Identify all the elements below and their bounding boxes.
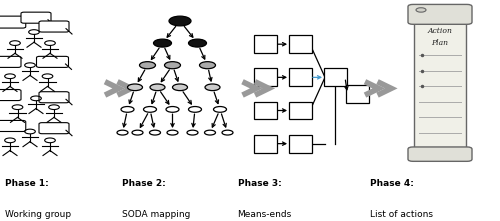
FancyBboxPatch shape	[254, 102, 276, 119]
Text: Working group: Working group	[5, 210, 71, 219]
Circle shape	[200, 62, 216, 69]
Text: Plan: Plan	[432, 39, 448, 47]
Text: Phase 4:: Phase 4:	[370, 179, 414, 188]
FancyBboxPatch shape	[324, 68, 346, 86]
Text: Action: Action	[428, 27, 452, 35]
FancyBboxPatch shape	[288, 102, 312, 119]
Circle shape	[214, 107, 226, 112]
FancyBboxPatch shape	[39, 92, 69, 103]
FancyBboxPatch shape	[414, 11, 466, 155]
Circle shape	[154, 39, 172, 47]
Text: Phase 3:: Phase 3:	[238, 179, 281, 188]
FancyBboxPatch shape	[0, 56, 21, 67]
Text: List of actions: List of actions	[370, 210, 433, 219]
FancyBboxPatch shape	[39, 123, 69, 134]
Circle shape	[144, 107, 156, 112]
Text: Means-ends: Means-ends	[238, 210, 292, 219]
Text: Phase 2:: Phase 2:	[122, 179, 166, 188]
Circle shape	[204, 130, 216, 135]
FancyBboxPatch shape	[254, 135, 276, 152]
Circle shape	[150, 84, 165, 91]
Circle shape	[188, 39, 206, 47]
Circle shape	[166, 107, 179, 112]
Circle shape	[188, 107, 202, 112]
Text: Phase 1:: Phase 1:	[5, 179, 49, 188]
FancyBboxPatch shape	[288, 35, 312, 53]
Circle shape	[128, 84, 142, 91]
FancyBboxPatch shape	[254, 35, 276, 53]
FancyBboxPatch shape	[254, 68, 276, 86]
FancyBboxPatch shape	[36, 56, 68, 67]
FancyBboxPatch shape	[21, 12, 51, 23]
Circle shape	[205, 84, 220, 91]
FancyBboxPatch shape	[288, 135, 312, 152]
Circle shape	[132, 130, 143, 135]
FancyBboxPatch shape	[346, 85, 369, 103]
FancyBboxPatch shape	[408, 147, 472, 161]
Circle shape	[150, 130, 160, 135]
FancyBboxPatch shape	[0, 120, 26, 131]
Circle shape	[416, 8, 426, 12]
Circle shape	[164, 62, 180, 69]
Circle shape	[167, 130, 178, 135]
FancyBboxPatch shape	[288, 68, 312, 86]
Circle shape	[187, 130, 198, 135]
Circle shape	[117, 130, 128, 135]
Circle shape	[169, 16, 191, 26]
Circle shape	[222, 130, 233, 135]
FancyBboxPatch shape	[0, 90, 21, 101]
FancyBboxPatch shape	[39, 21, 69, 32]
Circle shape	[121, 107, 134, 112]
Circle shape	[172, 84, 188, 91]
Circle shape	[140, 62, 156, 69]
FancyBboxPatch shape	[408, 4, 472, 24]
Text: SODA mapping: SODA mapping	[122, 210, 191, 219]
FancyBboxPatch shape	[0, 16, 26, 28]
